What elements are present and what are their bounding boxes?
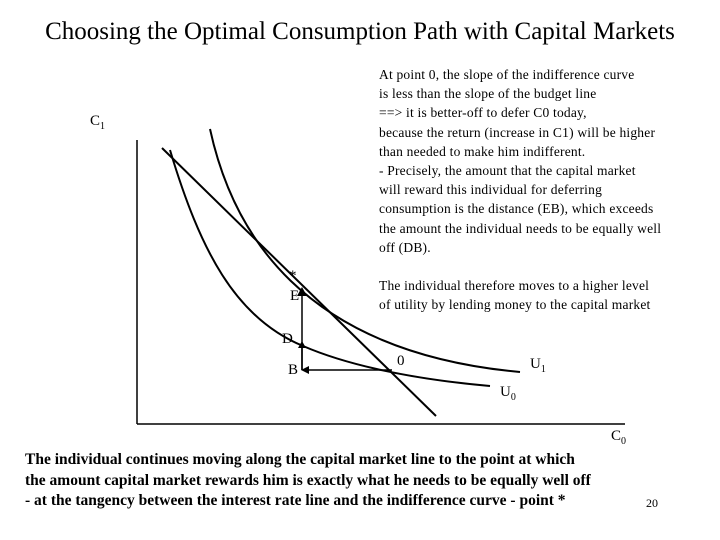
y-axis-label: C1 bbox=[90, 113, 106, 132]
bottom-line: the amount capital market rewards him is… bbox=[25, 471, 591, 489]
point-b-label: B bbox=[288, 362, 299, 378]
curve-u1-label: U1 bbox=[530, 356, 546, 375]
annotation-line: The individual therefore moves to a high… bbox=[379, 278, 650, 293]
annotation-mid: The individual therefore moves to a high… bbox=[379, 276, 709, 314]
point-e-label: E bbox=[290, 288, 300, 304]
indifference-curve-u1 bbox=[209, 128, 521, 373]
bottom-explanation: The individual continues moving along th… bbox=[25, 450, 591, 512]
annotation-line: of utility by lending money to the capit… bbox=[379, 297, 651, 313]
bottom-line: The individual continues moving along th… bbox=[25, 451, 575, 468]
annotation-top: At point 0, the slope of the indifferenc… bbox=[379, 65, 709, 257]
arrow-head-e bbox=[297, 287, 307, 296]
annotation-line: is less than the slope of the budget lin… bbox=[379, 86, 597, 102]
x-axis-label: C0 bbox=[611, 428, 627, 447]
annotation-line: will reward this individual for deferrin… bbox=[379, 182, 603, 198]
annotation-line: consumption is the distance (EB), which … bbox=[379, 201, 654, 217]
point-zero-label: 0 bbox=[397, 353, 405, 369]
annotation-line: At point 0, the slope of the indifferenc… bbox=[379, 67, 635, 82]
page-number: 20 bbox=[646, 496, 658, 510]
arrow-head-d bbox=[298, 341, 306, 348]
annotation-line: off (DB). bbox=[379, 239, 431, 255]
annotation-line: because the return (increase in C1) will… bbox=[379, 124, 656, 140]
point-star: * bbox=[289, 268, 297, 284]
point-d-label: D bbox=[282, 331, 293, 347]
annotation-line: than needed to make him indifferent. bbox=[379, 143, 586, 159]
arrow-head-b bbox=[301, 366, 309, 374]
bottom-line: - at the tangency between the interest r… bbox=[25, 492, 566, 509]
slide-title: Choosing the Optimal Consumption Path wi… bbox=[45, 18, 675, 45]
annotation-line: the amount the individual needs to be eq… bbox=[379, 220, 662, 236]
curve-u0-label: U0 bbox=[500, 384, 516, 403]
annotation-line: ==> it is better-off to defer C0 today, bbox=[379, 105, 587, 121]
annotation-line: - Precisely, the amount that the capital… bbox=[379, 163, 636, 179]
